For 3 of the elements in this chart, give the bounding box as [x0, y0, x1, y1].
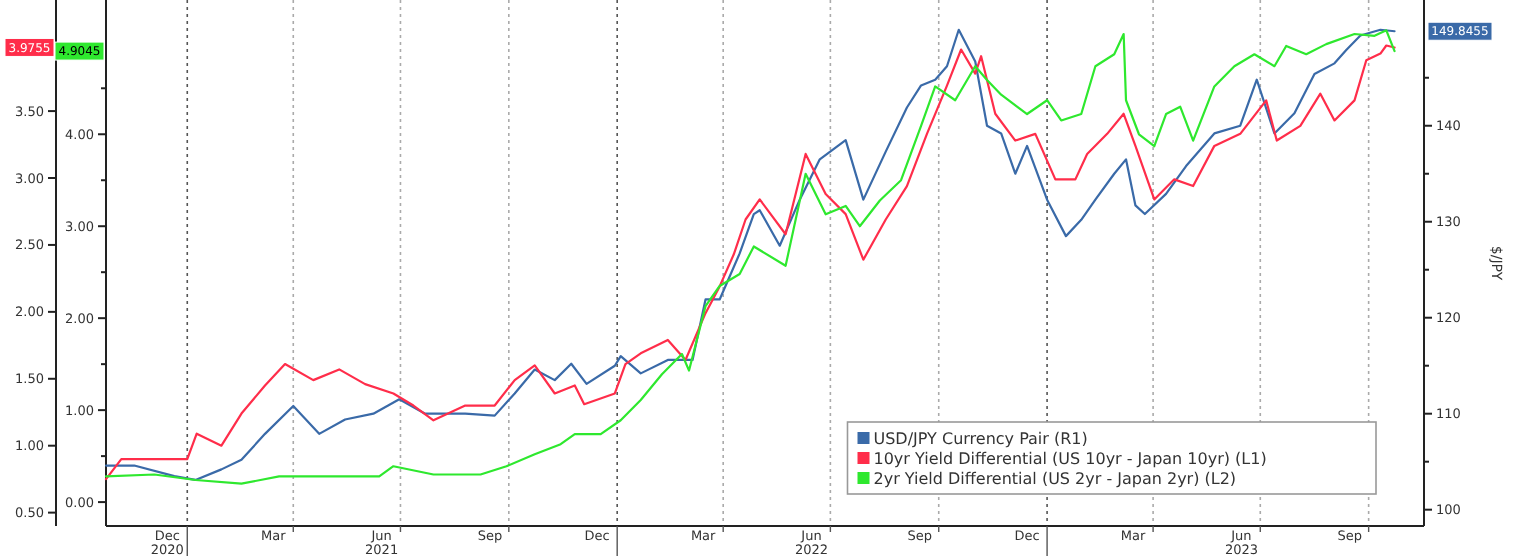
legend-label: USD/JPY Currency Pair (R1): [873, 429, 1088, 448]
legend-label: 2yr Yield Differential (US 2yr - Japan 2yr) (L2): [873, 469, 1237, 488]
legend-label: 10yr Yield Differential (US 10yr - Japan 10yr) (L1): [873, 449, 1267, 468]
